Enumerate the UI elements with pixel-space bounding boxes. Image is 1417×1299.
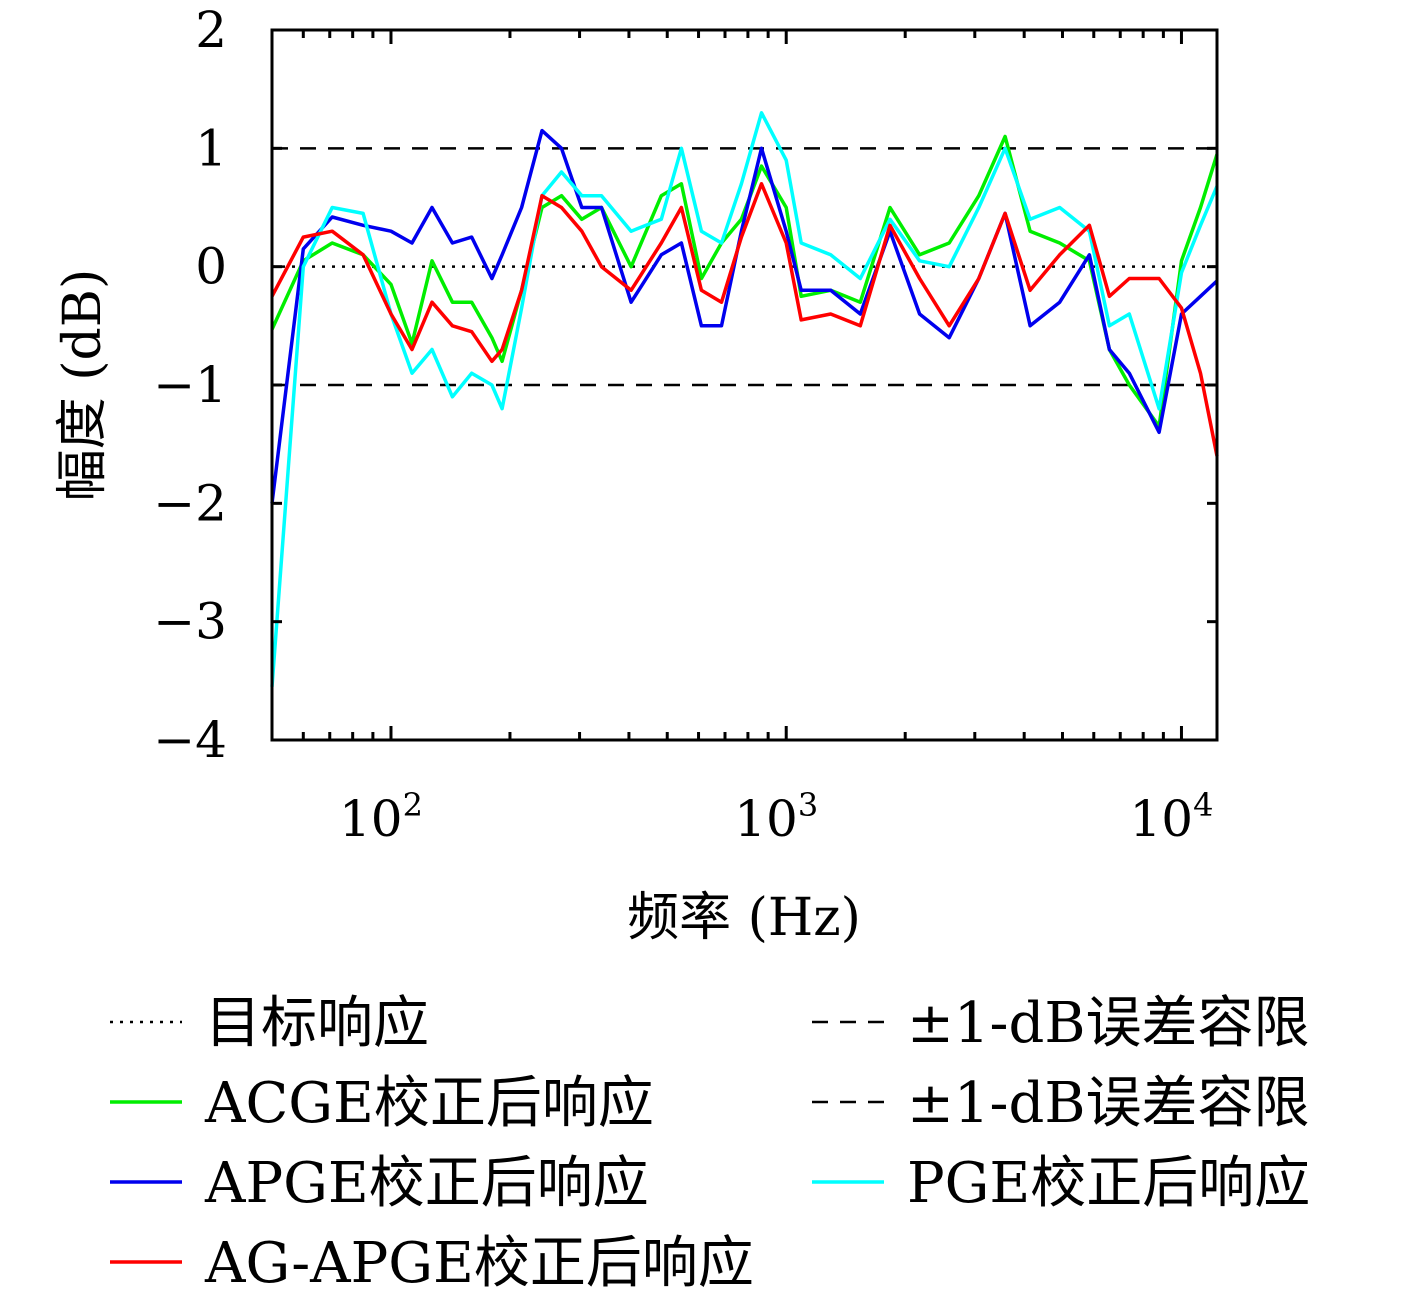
legend-label: PGE校正后响应 bbox=[907, 1151, 1310, 1216]
series-line-2 bbox=[270, 111, 1219, 687]
x-tick-base: 10 bbox=[1129, 790, 1193, 848]
reference-lines bbox=[272, 147, 1217, 387]
y-tick-label: 2 bbox=[195, 1, 227, 59]
legend-label: ±1-dB误差容限 bbox=[907, 991, 1309, 1056]
x-tick-exponent: 2 bbox=[403, 786, 423, 824]
legend: 目标响应 ±1-dB误差容限 ACGE校正后响应 ±1-dB误差容限 APGE校正后响应… bbox=[110, 991, 1310, 1296]
y-axis-label: 幅度 (dB) bbox=[53, 269, 113, 502]
series-line-3 bbox=[270, 182, 1219, 457]
y-tick-label: 0 bbox=[195, 238, 227, 296]
x-tick-base: 10 bbox=[734, 790, 798, 848]
legend-label: AG-APGE校正后响应 bbox=[204, 1231, 754, 1296]
x-tick-label: 103 bbox=[734, 786, 818, 848]
x-tick-exponent: 3 bbox=[798, 786, 818, 824]
y-tick-label: −2 bbox=[153, 474, 227, 532]
x-axis-label: 频率 (Hz) bbox=[627, 888, 861, 948]
legend-label: APGE校正后响应 bbox=[204, 1151, 649, 1216]
x-tick-base: 10 bbox=[339, 790, 403, 848]
y-tick-label: 1 bbox=[195, 119, 227, 177]
legend-label: ±1-dB误差容限 bbox=[907, 1071, 1309, 1136]
series-lines bbox=[270, 111, 1219, 687]
series-line-0 bbox=[270, 134, 1219, 429]
x-tick-label: 102 bbox=[339, 786, 423, 848]
x-tick-exponent: 4 bbox=[1193, 786, 1213, 824]
series-line-1 bbox=[270, 128, 1219, 504]
x-tick-label: 104 bbox=[1129, 786, 1213, 848]
legend-label: ACGE校正后响应 bbox=[204, 1071, 654, 1136]
y-tick-label: −4 bbox=[153, 711, 227, 769]
y-tick-label: −3 bbox=[153, 593, 227, 651]
legend-label: 目标响应 bbox=[205, 991, 429, 1056]
y-tick-label: −1 bbox=[153, 356, 227, 414]
